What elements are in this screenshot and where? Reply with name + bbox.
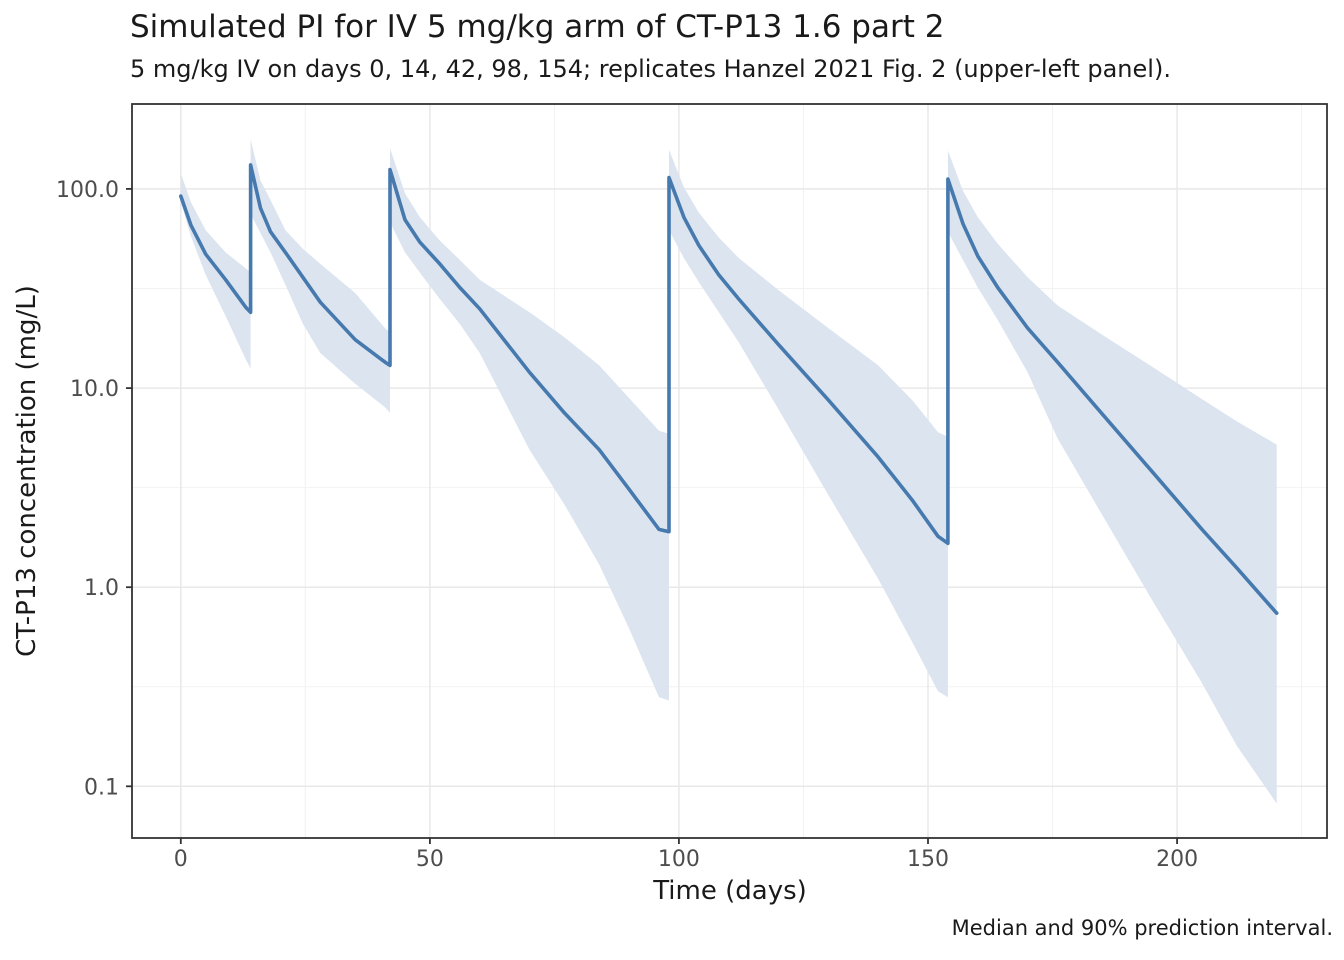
y-axis-ticks: 100.0 10.0 1.0 0.1 bbox=[56, 178, 132, 800]
y-axis-title: CT-P13 concentration (mg/L) bbox=[12, 285, 42, 657]
x-axis-ticks: 0 50 100 150 200 bbox=[174, 838, 1198, 872]
x-tick-label: 150 bbox=[907, 847, 949, 872]
median-line bbox=[179, 163, 1279, 616]
y-tick-label: 0.1 bbox=[84, 775, 119, 800]
y-tick-label: 1.0 bbox=[84, 576, 119, 601]
panel-border bbox=[131, 103, 1328, 839]
y-tick-label: 100.0 bbox=[56, 178, 119, 203]
x-tick-label: 100 bbox=[658, 847, 700, 872]
x-tick-label: 0 bbox=[174, 847, 188, 872]
chart-title: Simulated PI for IV 5 mg/kg arm of CT-P1… bbox=[130, 9, 945, 45]
x-tick-label: 50 bbox=[416, 847, 444, 872]
chart-subtitle: 5 mg/kg IV on days 0, 14, 42, 98, 154; r… bbox=[130, 55, 1171, 83]
x-tick-label: 200 bbox=[1156, 847, 1198, 872]
chart-caption: Median and 90% prediction interval. bbox=[951, 916, 1333, 940]
y-tick-label: 10.0 bbox=[70, 377, 119, 402]
x-axis-title: Time (days) bbox=[653, 876, 807, 906]
prediction-interval-band bbox=[180, 139, 1277, 804]
